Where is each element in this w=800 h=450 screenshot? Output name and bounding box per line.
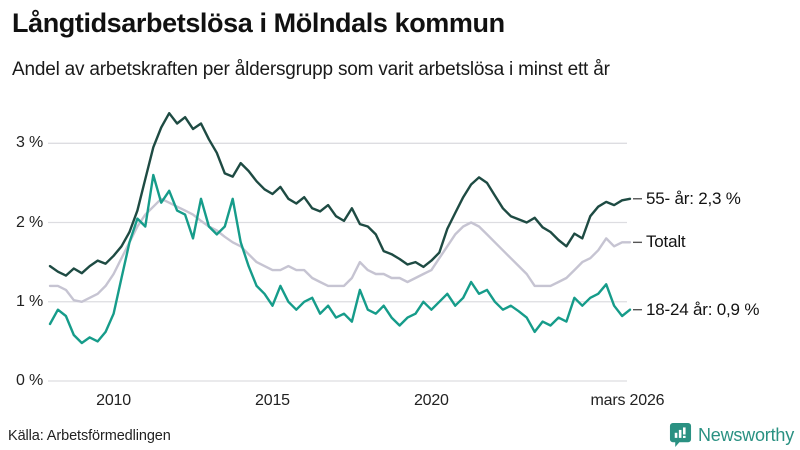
y-tick-label: 3 %: [16, 134, 43, 152]
series-line-18-24-ar: [48, 173, 632, 345]
series-line-55-ar: [48, 111, 632, 277]
chart-title: Långtidsarbetslösa i Mölndals kommun: [12, 8, 505, 38]
y-tick-label: 0 %: [16, 372, 43, 389]
y-tick-label: 2 %: [16, 213, 43, 231]
series-end-label-totalt: Totalt: [646, 232, 686, 252]
x-tick-label: 2015: [255, 392, 290, 409]
series-end-label-18-24-ar: 18-24 år: 0,9 %: [646, 299, 760, 319]
newsworthy-bar-chart-bubble-icon: [669, 423, 692, 447]
chart-subtitle: Andel av arbetskraften per åldersgrupp s…: [12, 59, 610, 80]
y-tick-label: 1 %: [16, 292, 43, 310]
x-tick-label: 2020: [413, 392, 449, 409]
source-note: Källa: Arbetsförmedlingen: [8, 428, 171, 444]
newsworthy-wordmark: Newsworthy: [697, 424, 794, 445]
newsworthy-logo[interactable]: Newsworthy: [669, 422, 794, 448]
x-tick-label: mars 2026: [590, 392, 665, 409]
series-end-label-55-ar: 55- år: 2,3 %: [646, 188, 741, 208]
x-tick-label: 2010: [96, 392, 131, 409]
